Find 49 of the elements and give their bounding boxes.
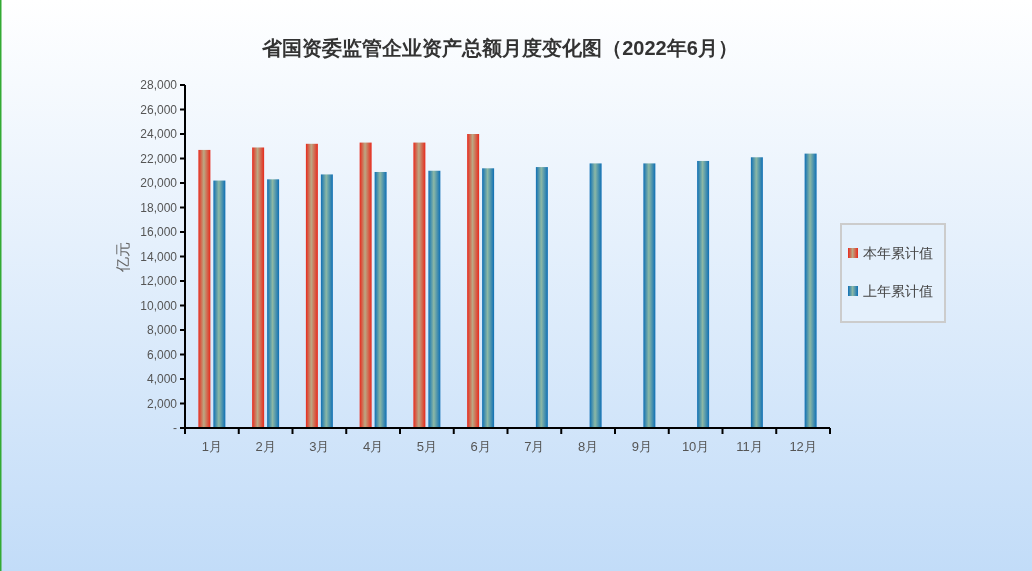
y-tick-label: 8,000 xyxy=(146,323,178,337)
bar xyxy=(213,180,226,428)
y-tick-label: 2,000 xyxy=(146,396,178,411)
y-tick-label: - xyxy=(173,421,177,435)
x-tick-label: 11月 xyxy=(736,438,763,454)
bar xyxy=(643,163,656,428)
bar xyxy=(252,147,265,428)
bar xyxy=(320,174,333,428)
x-tick-label: 6月 xyxy=(470,438,491,454)
y-tick-label: 4,000 xyxy=(146,372,178,386)
bar xyxy=(359,142,372,428)
x-tick-label: 12月 xyxy=(789,438,817,454)
bar xyxy=(267,179,280,428)
x-tick-label: 7月 xyxy=(524,438,545,454)
y-tick-label: 10,000 xyxy=(140,298,178,313)
y-tick-label: 12,000 xyxy=(140,274,178,288)
bar xyxy=(428,170,441,428)
bar xyxy=(804,153,817,428)
y-tick-label: 20,000 xyxy=(140,176,178,190)
bar xyxy=(305,143,318,428)
legend-label: 上年累计值 xyxy=(863,283,933,299)
x-tick-label: 1月 xyxy=(201,438,222,454)
legend-label: 本年累计值 xyxy=(863,245,933,261)
y-tick-label: 16,000 xyxy=(140,225,178,239)
bar xyxy=(697,160,710,428)
x-tick-label: 10月 xyxy=(681,438,710,454)
x-tick-label: 2月 xyxy=(255,438,276,454)
bar xyxy=(467,134,480,428)
x-tick-label: 4月 xyxy=(363,438,384,454)
bar xyxy=(482,168,495,428)
bar xyxy=(374,171,387,428)
bar xyxy=(535,167,548,428)
y-axis-title: 亿元 xyxy=(113,241,131,273)
y-tick-label: 24,000 xyxy=(140,127,178,141)
y-tick-label: 18,000 xyxy=(140,200,178,215)
x-tick-label: 3月 xyxy=(309,438,330,454)
bar xyxy=(750,157,763,428)
chart-title: 省国资委监管企业资产总额月度变化图（2022年6月） xyxy=(261,37,738,59)
y-tick-label: 14,000 xyxy=(140,249,178,264)
y-tick-label: 28,000 xyxy=(140,78,178,92)
bar xyxy=(589,163,602,428)
x-tick-label: 9月 xyxy=(631,438,652,454)
x-tick-label: 5月 xyxy=(416,438,437,454)
bar xyxy=(198,149,211,428)
y-tick-label: 6,000 xyxy=(146,347,178,362)
y-tick-label: 22,000 xyxy=(140,151,178,166)
x-tick-label: 8月 xyxy=(578,438,599,454)
y-tick-label: 26,000 xyxy=(140,102,178,117)
bar xyxy=(413,142,426,428)
